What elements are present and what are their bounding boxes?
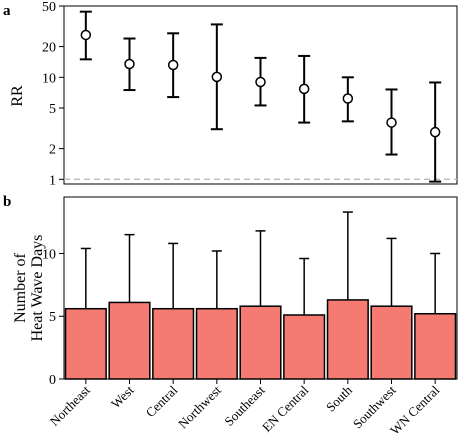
panel-b-bar <box>326 299 369 380</box>
panel-b-x-tick-label: Central <box>143 382 181 420</box>
panel-a-point <box>386 117 397 128</box>
panel-b-bar <box>195 307 238 380</box>
panel-a-point <box>124 58 135 70</box>
panel-b-bar <box>152 307 195 380</box>
panel-b-bar <box>64 307 107 380</box>
panel-b-y-axis-label-line: Number of <box>12 252 29 322</box>
panel-b-marks <box>64 211 457 380</box>
panel-a-y-axis: 1 2 5 10 20 50 <box>42 0 64 188</box>
panel-a-point <box>167 59 179 71</box>
panel-a-point <box>80 29 92 41</box>
panel-a-y-tick-label: 20 <box>42 41 56 56</box>
panel-b-x-tick-label: Northeast <box>47 382 94 429</box>
panel-b-label: b <box>3 194 11 210</box>
panel-b-x-tick-label: EN Central <box>259 382 311 434</box>
panel-b-bar <box>239 305 282 380</box>
panel-b-y-axis-label: Number ofHeat Wave Days <box>12 235 46 342</box>
panel-b-y-tick-label: 10 <box>42 247 56 262</box>
panel-a-point <box>342 93 354 104</box>
panel-a-y-tick-label: 2 <box>49 143 56 158</box>
panel-b-x-tick-label: South <box>323 382 355 414</box>
panel-b-bar <box>370 305 413 380</box>
panel-a-point <box>255 76 266 88</box>
panel-a-y-tick-label: 5 <box>49 102 56 117</box>
panel-a-y-tick-label: 50 <box>42 0 56 15</box>
panel-b-bar <box>108 301 151 380</box>
panel-a-point <box>211 71 223 83</box>
panel-b-y-tick-label: 5 <box>49 310 56 325</box>
panel-a-marks <box>79 10 442 183</box>
panel-a-y-axis-label: RR <box>9 85 26 107</box>
panel-a: a 1 2 5 10 20 50 RR <box>3 0 458 188</box>
panel-b-bar <box>414 312 457 380</box>
panel-a-y-tick-label: 1 <box>49 173 56 188</box>
panel-a-frame <box>63 5 458 185</box>
panel-a-point <box>298 83 310 95</box>
panel-b-x-axis: Northeast West CentralNorthwestSoutheastEN… <box>47 379 443 438</box>
panel-b: b 0 5 10 Number ofHeat Wave Days Northeast… <box>3 194 458 438</box>
panel-b-y-tick-label: 0 <box>49 373 56 388</box>
panel-a-label: a <box>3 3 11 19</box>
panel-a-point <box>429 126 441 138</box>
panel-b-x-tick-label: Northwest <box>175 382 224 431</box>
panel-b-bar <box>283 314 326 380</box>
panel-a-y-tick-label: 10 <box>42 71 56 86</box>
panel-b-y-axis-label-line: Heat Wave Days <box>29 235 46 342</box>
panel-b-y-axis: 0 5 10 <box>42 247 64 388</box>
panel-b-x-tick-label: West <box>108 382 137 411</box>
